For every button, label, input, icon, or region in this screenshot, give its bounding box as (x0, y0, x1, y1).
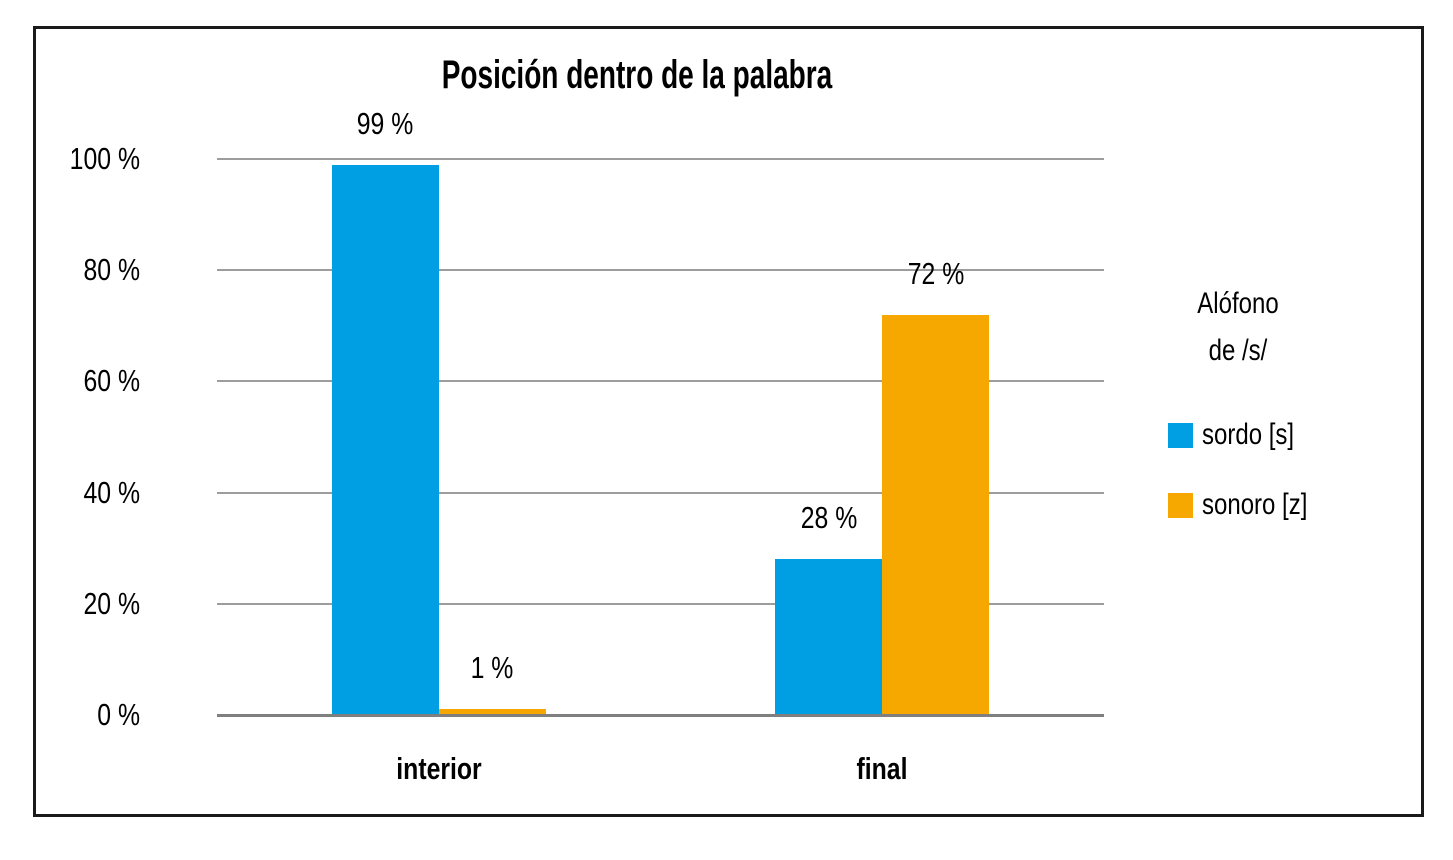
bar-value-label: 99 % (356, 105, 414, 141)
legend-swatch-icon (1168, 492, 1193, 518)
legend-item-label: sonoro [z] (1202, 488, 1308, 521)
legend-item: sordo [s] (1168, 415, 1334, 455)
y-gridline (217, 491, 1104, 494)
bar-sordo-s--interior (331, 164, 439, 715)
legend: Alófono de /s/ sordo [s] sonoro [z] (1108, 280, 1408, 521)
y-tick-label: 40 % (83, 474, 140, 510)
y-tick-label: 20 % (83, 585, 140, 621)
bar-sordo-s--final (775, 559, 883, 715)
y-tick-label: 80 % (83, 252, 140, 288)
legend-heading: Alófono de /s/ (1108, 280, 1408, 374)
chart-title: Posición dentro de la palabra (441, 53, 833, 97)
bar-sonoro-z--final (882, 314, 990, 715)
bar-sonoro-z--interior (438, 709, 546, 715)
legend-item-label: sordo [s] (1202, 418, 1295, 451)
category-label-final: final (856, 751, 908, 786)
legend-heading-line-2: de /s/ (1208, 334, 1268, 367)
category-label-interior: interior (396, 751, 482, 786)
y-gridline (217, 380, 1104, 383)
y-gridline (217, 269, 1104, 272)
bar-value-label: 72 % (907, 255, 965, 291)
y-gridline (217, 602, 1104, 605)
legend-heading-line-1: Alófono (1197, 287, 1279, 320)
legend-swatch-icon (1168, 422, 1193, 448)
y-tick-label: 100 % (69, 141, 140, 176)
y-gridline (217, 158, 1104, 160)
legend-items: sordo [s] sonoro [z] (1168, 415, 1334, 555)
y-tick-label: 0 % (97, 697, 140, 732)
legend-item: sonoro [z] (1168, 485, 1334, 525)
bar-value-label: 28 % (800, 500, 858, 536)
x-axis-line (217, 714, 1104, 717)
y-tick-label: 60 % (83, 363, 140, 399)
chart-border-frame (33, 26, 1424, 817)
bar-value-label: 1 % (470, 650, 514, 686)
